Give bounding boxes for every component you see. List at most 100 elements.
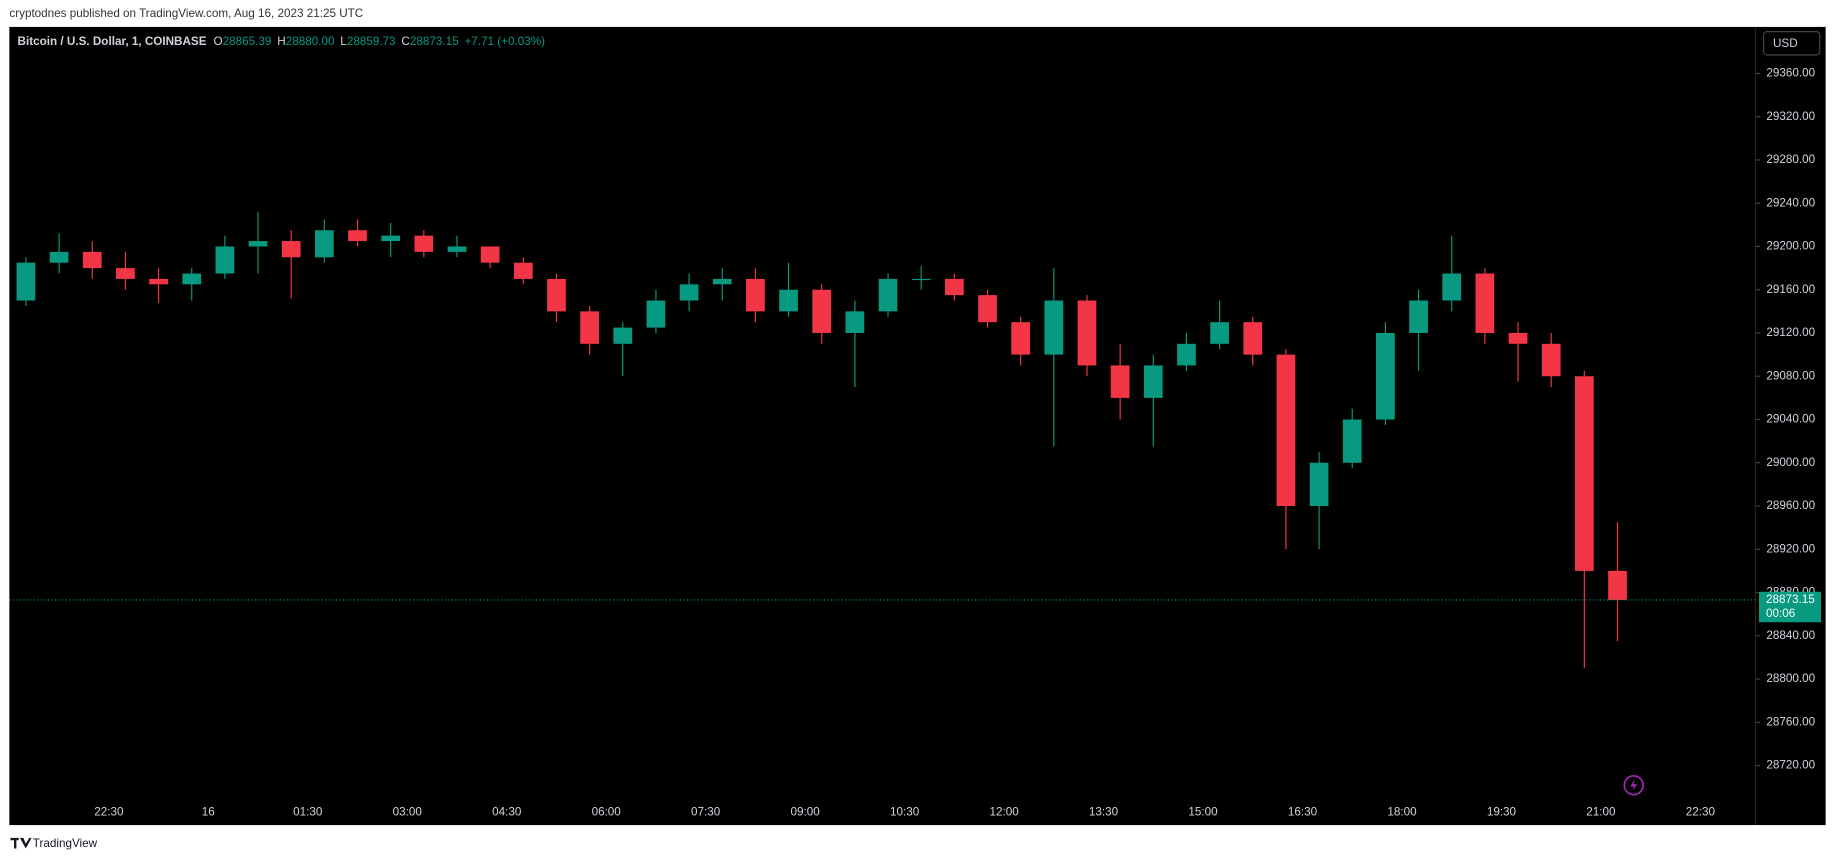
candle-body bbox=[1044, 300, 1064, 355]
ohlc-header: O 28865.39 H 28880.00 L 28859.73 C 28873.15 +7.7… bbox=[214, 35, 546, 48]
candle-body bbox=[182, 273, 202, 285]
last-price-box bbox=[1758, 591, 1821, 623]
candle-body bbox=[49, 251, 69, 263]
candle-body bbox=[944, 278, 964, 296]
y-tick-label: 28840.00 bbox=[1766, 629, 1815, 642]
candle-body bbox=[1210, 322, 1229, 344]
candle-body bbox=[1143, 365, 1163, 398]
last-price-label: 28873.15 bbox=[1766, 593, 1815, 606]
ohlc-open: 28865.39 bbox=[223, 35, 272, 48]
y-tick-label: 29120.00 bbox=[1766, 326, 1815, 339]
x-tick-label: 15:00 bbox=[1188, 805, 1218, 818]
y-tick-label: 29040.00 bbox=[1766, 413, 1815, 426]
candle-body bbox=[1309, 462, 1329, 507]
lightning-glyph bbox=[1630, 779, 1638, 792]
candle-body bbox=[1608, 570, 1627, 600]
x-tick-label: 13:30 bbox=[1089, 805, 1119, 818]
x-tick-label: 10:30 bbox=[890, 805, 920, 818]
ohlc-change: +7.71 (+0.03%) bbox=[464, 35, 545, 48]
y-tick-label: 29360.00 bbox=[1766, 67, 1815, 80]
candle-body bbox=[613, 327, 633, 344]
y-tick-label: 29280.00 bbox=[1766, 153, 1815, 166]
x-tick-label: 06:00 bbox=[592, 805, 622, 818]
y-tick-label: 28720.00 bbox=[1766, 759, 1815, 772]
candle-body bbox=[1508, 332, 1528, 344]
candle-body bbox=[679, 284, 699, 301]
candle-body bbox=[116, 268, 135, 279]
x-tick-label: 03:00 bbox=[393, 805, 423, 818]
chart-title: Bitcoin / U.S. Dollar, 1, COINBASE bbox=[18, 35, 207, 48]
y-tick-label: 29320.00 bbox=[1766, 110, 1815, 123]
candle-body bbox=[712, 278, 732, 285]
candle-body bbox=[1475, 273, 1495, 333]
candle-body bbox=[348, 230, 367, 242]
plot: 28720.0028760.0028800.0028840.0028880.00… bbox=[9, 67, 1821, 818]
y-tick-label: 28920.00 bbox=[1766, 542, 1815, 555]
x-tick-label: 16 bbox=[202, 805, 215, 818]
candle-body bbox=[1409, 300, 1428, 333]
candle-body bbox=[248, 241, 268, 247]
x-tick-label: 18:00 bbox=[1387, 805, 1417, 818]
y-tick-label: 29240.00 bbox=[1766, 196, 1815, 209]
x-tick-label: 19:30 bbox=[1487, 805, 1517, 818]
candle-body bbox=[281, 241, 301, 258]
ohlc-low-label: L bbox=[340, 35, 347, 48]
chart-bg bbox=[9, 26, 1826, 826]
candle-body bbox=[1110, 365, 1130, 398]
currency-button[interactable] bbox=[1763, 31, 1821, 56]
x-tick-label: 21:00 bbox=[1586, 805, 1616, 818]
candle-body bbox=[314, 230, 334, 258]
candle-body bbox=[1541, 343, 1561, 377]
candle-body bbox=[978, 295, 997, 323]
candle-body bbox=[1177, 343, 1196, 366]
ohlc-close: 28873.15 bbox=[410, 35, 459, 48]
candle-body bbox=[1442, 273, 1462, 301]
candle-body bbox=[447, 246, 467, 252]
candle-body bbox=[381, 235, 401, 242]
candle-body bbox=[1376, 332, 1395, 420]
candle-body bbox=[1077, 300, 1097, 366]
candle-body bbox=[480, 246, 500, 263]
candle-body bbox=[746, 278, 765, 312]
y-tick-label: 29000.00 bbox=[1766, 456, 1815, 469]
countdown: 00:06 bbox=[1766, 607, 1795, 620]
x-tick-label: 01:30 bbox=[293, 805, 323, 818]
lightning-icon[interactable] bbox=[1623, 775, 1644, 796]
candle-body bbox=[414, 235, 434, 252]
ohlc-low: 28859.73 bbox=[347, 35, 396, 48]
x-tick-label: 09:00 bbox=[791, 805, 821, 818]
x-tick-label: 12:00 bbox=[989, 805, 1019, 818]
ohlc-high-label: H bbox=[277, 35, 285, 48]
candle-body bbox=[580, 311, 599, 344]
y-tick-label: 28760.00 bbox=[1766, 715, 1815, 728]
candle-body bbox=[513, 262, 533, 279]
candle-body bbox=[646, 300, 666, 328]
candle-body bbox=[845, 311, 865, 333]
candle-body bbox=[215, 246, 235, 274]
x-tick-label: 16:30 bbox=[1288, 805, 1318, 818]
brand: TradingView bbox=[33, 837, 98, 850]
candle-body bbox=[1011, 322, 1031, 355]
x-tick-label: 04:30 bbox=[492, 805, 522, 818]
candle-body bbox=[1276, 354, 1296, 507]
candle-body bbox=[1243, 322, 1263, 355]
candle-body bbox=[16, 262, 36, 301]
candle-body bbox=[547, 278, 566, 312]
brand-logo bbox=[10, 837, 32, 849]
ohlc-close-label: C bbox=[401, 35, 409, 48]
y-tick-label: 29160.00 bbox=[1766, 283, 1815, 296]
ohlc-open-label: O bbox=[214, 35, 223, 48]
currency[interactable]: USD bbox=[1773, 37, 1798, 50]
candle-body bbox=[911, 278, 931, 281]
y-tick-label: 28960.00 bbox=[1766, 499, 1815, 512]
candle-body bbox=[779, 289, 798, 312]
y-tick-label: 29200.00 bbox=[1766, 240, 1815, 253]
x-tick-label: 07:30 bbox=[691, 805, 721, 818]
caption: cryptodnes published on TradingView.com,… bbox=[9, 7, 363, 20]
candle-body bbox=[149, 278, 168, 285]
candle-body bbox=[878, 278, 898, 312]
y-tick-label: 29080.00 bbox=[1766, 369, 1815, 382]
y-tick-label: 28800.00 bbox=[1766, 672, 1815, 685]
candle-body bbox=[1342, 419, 1362, 463]
